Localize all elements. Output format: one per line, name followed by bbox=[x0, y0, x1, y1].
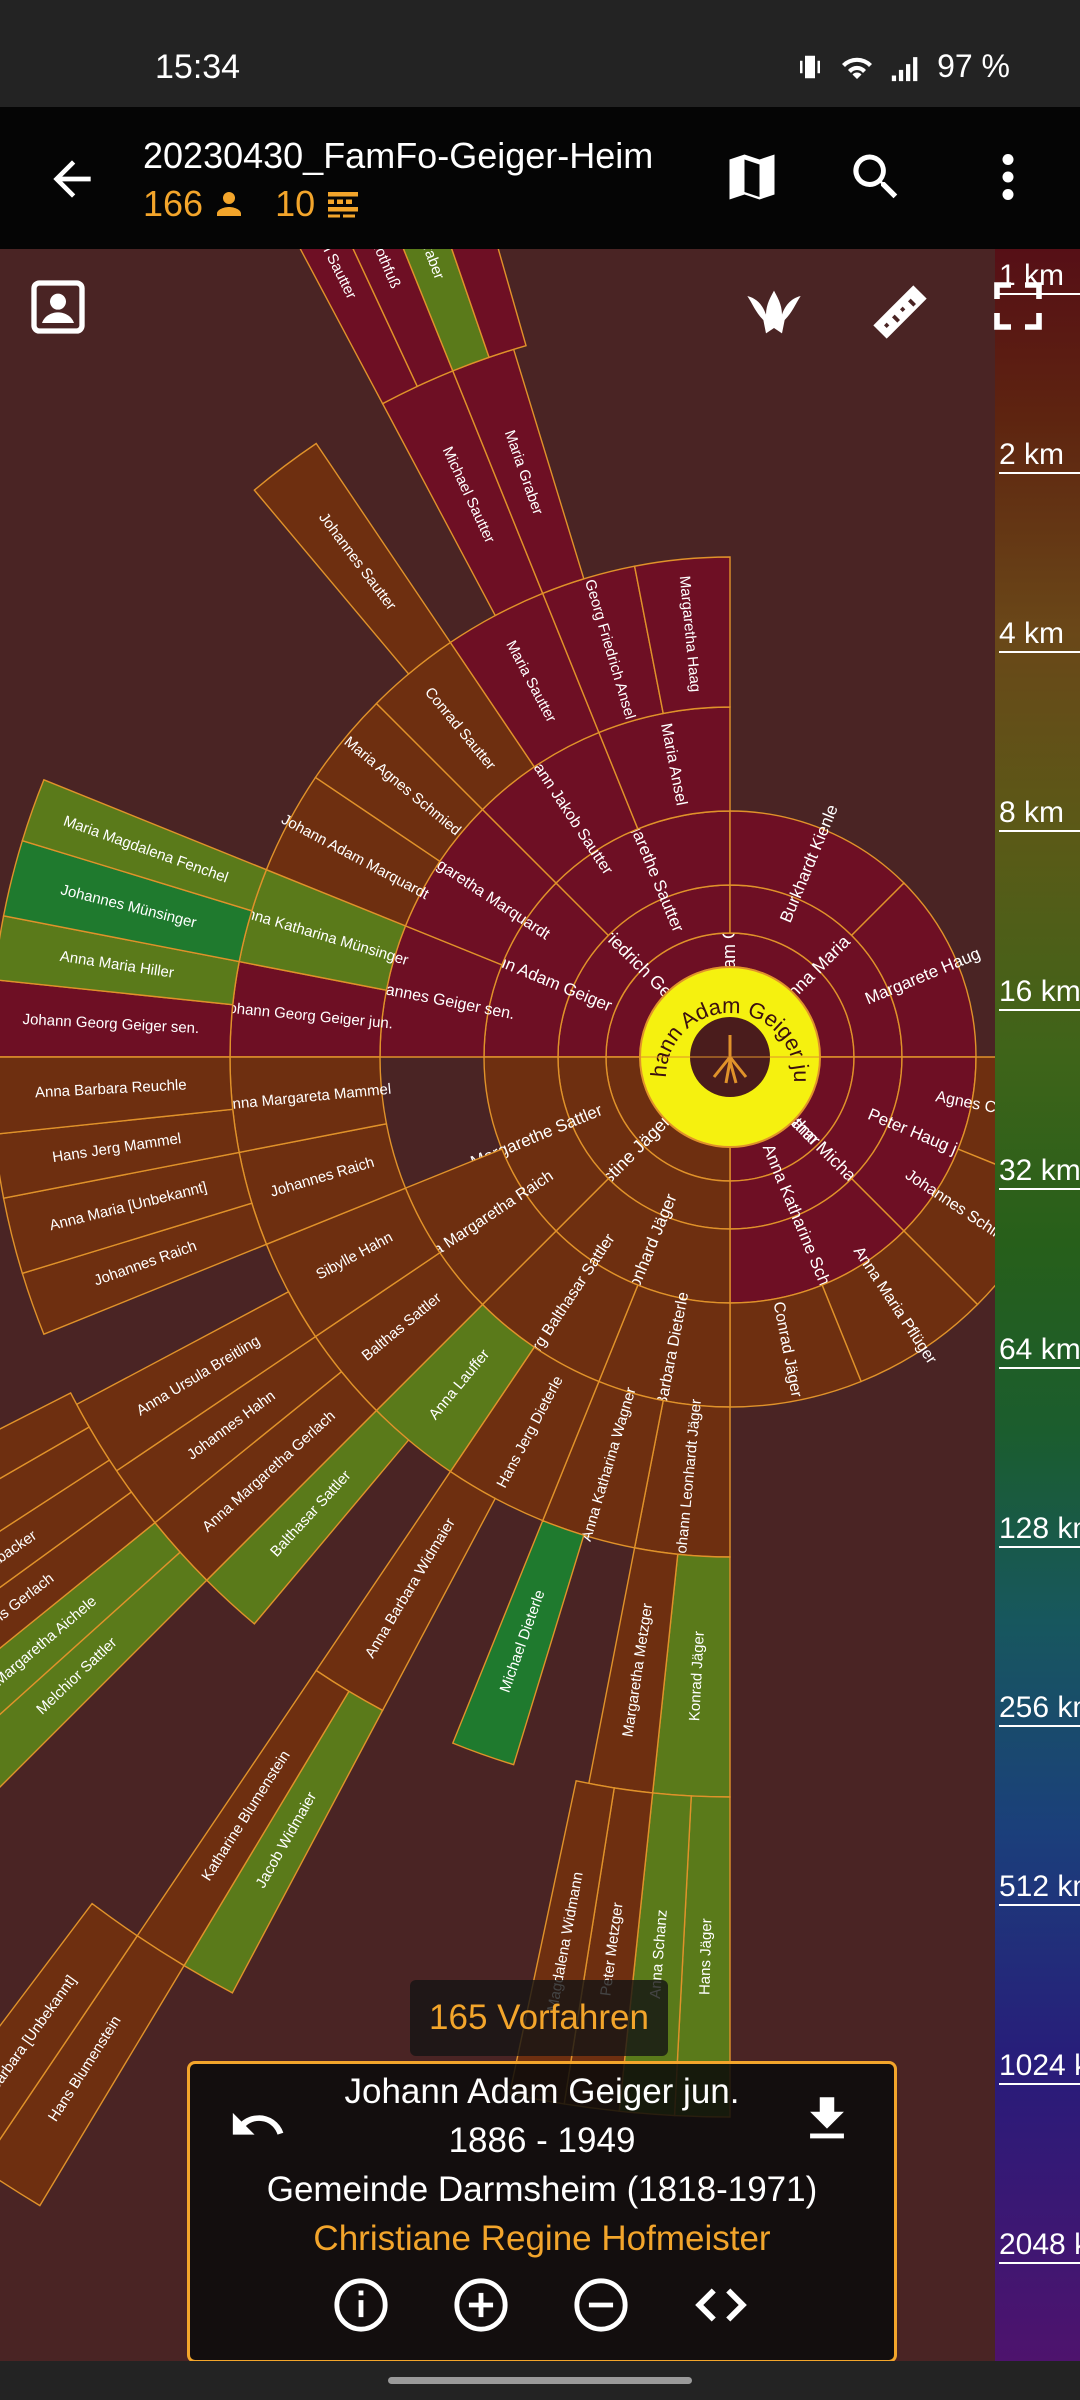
scale-label: 4 km bbox=[999, 617, 1080, 653]
ring5-7[interactable] bbox=[633, 556, 731, 715]
tree-title: 20230430_FamFo-Geiger-Heim bbox=[143, 135, 654, 176]
tree-stats: 166 10 bbox=[143, 183, 363, 225]
person-years: 1886 - 1949 bbox=[448, 2121, 636, 2160]
more-vert-icon[interactable] bbox=[978, 147, 1038, 207]
scale-label: 256 km bbox=[999, 1691, 1080, 1727]
person-info-box: Johann Adam Geiger jun. 1886 - 1949 Geme… bbox=[187, 2061, 897, 2363]
person-place: Gemeinde Darmsheim (1818-1971) bbox=[266, 2170, 818, 2209]
fan-chart[interactable]: Johann Adam Geiger sen.Maria Katharina H… bbox=[0, 249, 995, 2361]
ancestors-count: 165 Vorfahren bbox=[410, 1980, 668, 2056]
ancestor-label: Konrad Jäger bbox=[686, 1631, 708, 1722]
person-icon bbox=[217, 192, 242, 216]
scale-label: 16 km bbox=[999, 975, 1080, 1011]
home-gesture-handle[interactable] bbox=[388, 2377, 692, 2384]
scale-label: 2 km bbox=[999, 438, 1080, 474]
scale-label: 128 km bbox=[999, 1512, 1080, 1548]
person-spouse[interactable]: Christiane Regine Hofmeister bbox=[313, 2219, 771, 2258]
code-icon[interactable] bbox=[692, 2276, 750, 2334]
zoom-in-icon[interactable] bbox=[452, 2276, 510, 2334]
download-icon[interactable] bbox=[798, 2090, 856, 2148]
scale-label: 32 km bbox=[999, 1154, 1080, 1190]
undo-icon[interactable] bbox=[228, 2096, 286, 2154]
scale-label: 2048 km bbox=[999, 2228, 1080, 2264]
fullscreen-icon[interactable] bbox=[990, 278, 1046, 334]
ring8-1[interactable] bbox=[0, 1902, 139, 2168]
signal-icon bbox=[891, 56, 918, 81]
persons-count: 166 bbox=[143, 183, 204, 224]
scale-label: 1024 km bbox=[999, 2049, 1080, 2085]
scale-label: 512 km bbox=[999, 1870, 1080, 1906]
ring6-3[interactable] bbox=[21, 778, 268, 912]
ring6-9[interactable] bbox=[451, 1519, 585, 1766]
map-icon[interactable] bbox=[722, 147, 782, 207]
ancestor-label: Hans Jäger bbox=[696, 1918, 715, 1995]
search-icon[interactable] bbox=[846, 147, 906, 207]
zoom-out-icon[interactable] bbox=[572, 2276, 630, 2334]
ancestor-label: Anna Schanz bbox=[647, 1909, 671, 1999]
arrow-back-icon[interactable] bbox=[44, 151, 100, 207]
ring4-4[interactable] bbox=[957, 1056, 995, 1188]
eagle-icon[interactable] bbox=[742, 280, 806, 344]
family-icon bbox=[328, 192, 359, 218]
battery-level: 97 % bbox=[937, 48, 1010, 84]
info-icon[interactable] bbox=[332, 2276, 390, 2334]
ruler-icon[interactable] bbox=[868, 280, 932, 344]
app-bar: 20230430_FamFo-Geiger-Heim 166 10 bbox=[0, 107, 1080, 249]
status-time: 15:34 bbox=[155, 48, 241, 86]
families-count: 10 bbox=[275, 183, 316, 224]
ring6-4[interactable] bbox=[253, 442, 452, 675]
scale-label: 64 km bbox=[999, 1333, 1080, 1369]
vibrate-icon bbox=[800, 55, 821, 78]
ring7-3[interactable] bbox=[385, 249, 527, 359]
status-bar: 15:34 97 % bbox=[0, 0, 1080, 107]
wifi-icon bbox=[842, 57, 873, 79]
navigation-bar bbox=[0, 2361, 1080, 2400]
roots-icon bbox=[712, 1035, 748, 1084]
portrait-icon[interactable] bbox=[26, 275, 90, 339]
scale-label: 8 km bbox=[999, 796, 1080, 832]
person-name: Johann Adam Geiger jun. bbox=[344, 2072, 740, 2111]
ring7-15[interactable] bbox=[0, 1392, 91, 1587]
